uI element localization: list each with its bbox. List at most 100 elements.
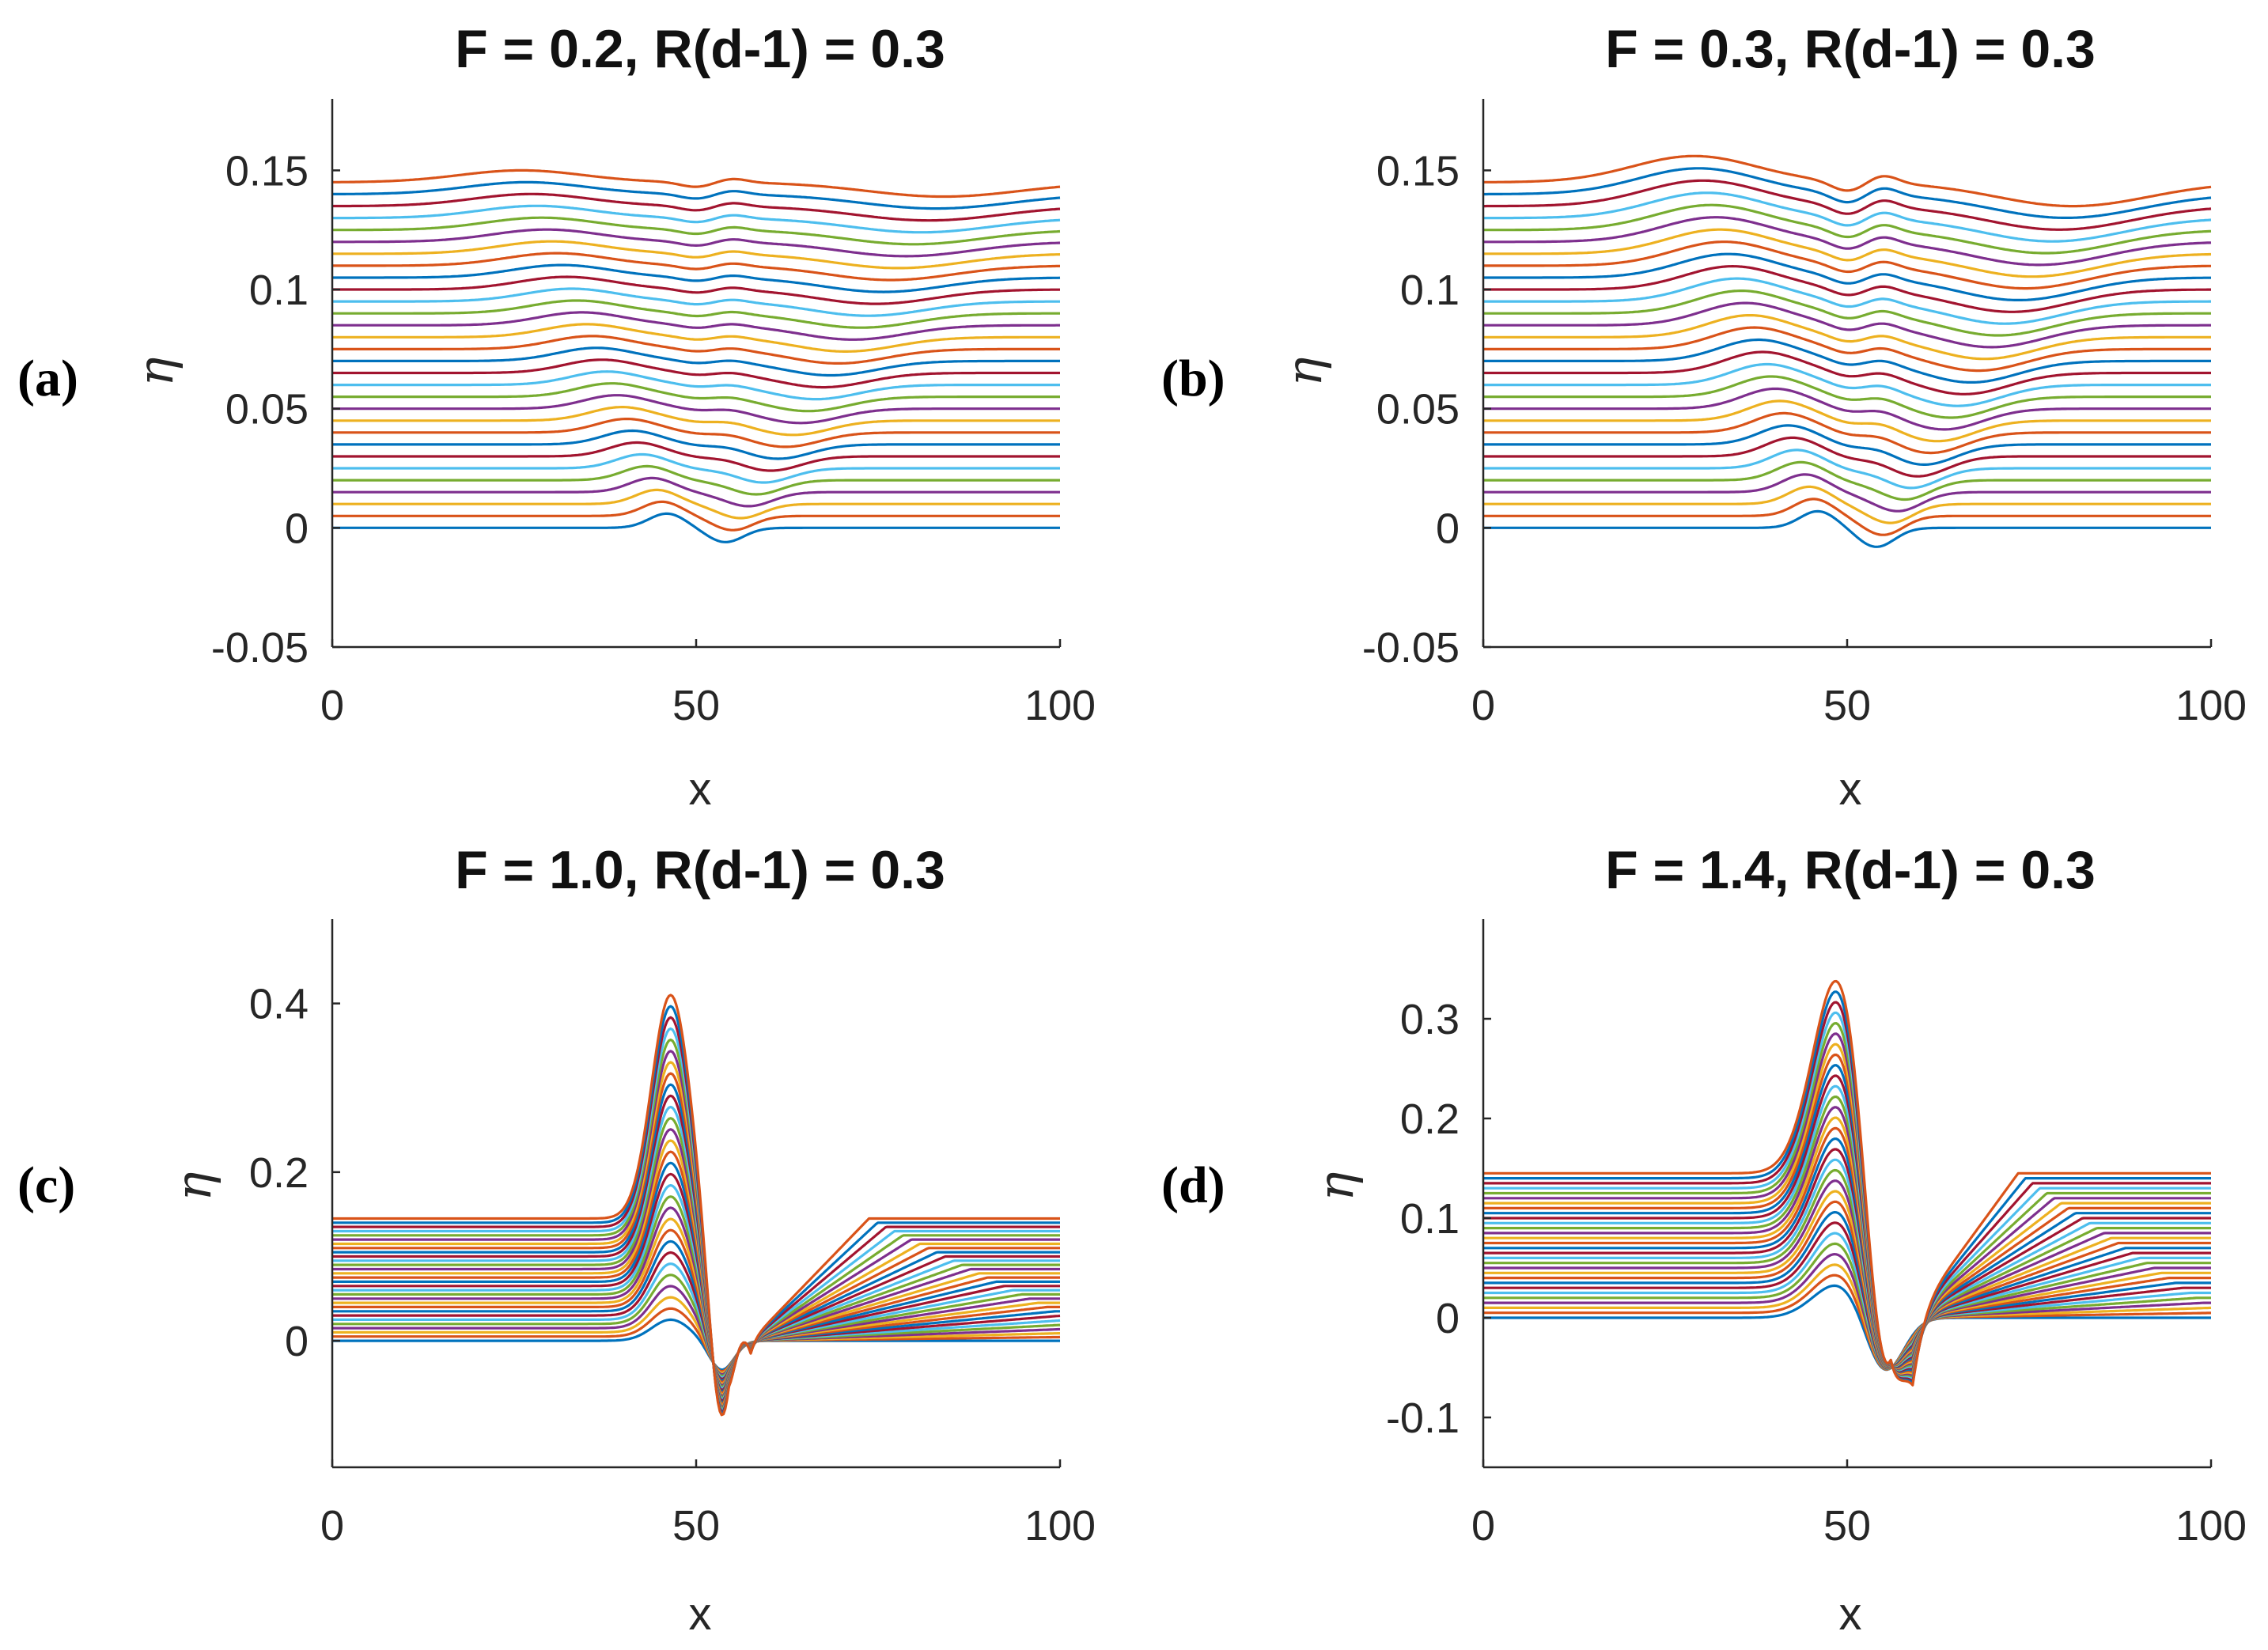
series-line (332, 180, 1061, 210)
series-line (1483, 179, 2212, 231)
series-line (332, 346, 1060, 377)
series-line (1483, 1095, 2211, 1373)
x-tick-label: 100 (1024, 1502, 1096, 1550)
x-tick-label: 0 (320, 1502, 344, 1550)
series-line (1483, 424, 2211, 467)
series-line (332, 335, 1060, 365)
series-line (332, 204, 1061, 234)
panel-title: F = 1.4, R(d-1) = 0.3 (1605, 840, 2096, 900)
y-tick-label: 0.2 (1400, 1096, 1460, 1143)
series-line (1483, 228, 2211, 278)
panel-c: F = 1.0, R(d-1) = 0.3 (c) η x 0 50 100 0 0.2… (17, 840, 1096, 1640)
series-line (1483, 399, 2211, 443)
series-line (1483, 290, 2211, 337)
y-axis-label: η (165, 1171, 222, 1201)
ticks: 0 50 100 -0.1 0 0.1 0.2 0.3 (1386, 996, 2247, 1550)
series-line (1483, 1137, 2211, 1371)
x-tick-label: 50 (672, 682, 720, 729)
series-line (1483, 1200, 2211, 1369)
y-tick-label: 0.15 (1376, 147, 1460, 195)
x-axis-label: x (1839, 763, 1862, 815)
series-line (1483, 460, 2211, 501)
ticks: 0 50 100 0 0.2 0.4 (249, 981, 1096, 1550)
series-line (332, 1318, 1060, 1372)
series-line (1483, 240, 2211, 290)
series-line (332, 1251, 1061, 1381)
y-tick-label: 0.3 (1400, 996, 1460, 1043)
series-line (332, 1239, 1060, 1383)
series-line (1483, 1011, 2211, 1382)
y-tick-label: -0.1 (1386, 1395, 1460, 1442)
y-tick-label: 0.05 (225, 386, 309, 433)
panel-label: (d) (1161, 1156, 1225, 1214)
x-axis-label: x (689, 763, 712, 815)
series-line (1483, 338, 2211, 384)
x-tick-label: 50 (1823, 682, 1871, 729)
y-tick-label: 0 (285, 505, 309, 552)
series-line (332, 1228, 1060, 1384)
series-line (332, 1296, 1060, 1375)
series-line (332, 405, 1060, 437)
curves (1483, 979, 2212, 1387)
y-tick-label: 0.2 (249, 1149, 309, 1197)
series-line (332, 452, 1060, 484)
series-line (332, 228, 1061, 258)
series-line (332, 488, 1060, 520)
y-tick-label: 0.4 (249, 981, 309, 1028)
x-axis-label: x (1839, 1588, 1862, 1640)
series-line (332, 1307, 1061, 1373)
series-line (1483, 1168, 2211, 1369)
series-line (332, 417, 1060, 448)
x-tick-label: 0 (1471, 682, 1495, 729)
series-line (1483, 498, 2211, 536)
panel-b: F = 0.3, R(d-1) = 0.3 (b) η x 0 50 100 -0.0… (1161, 19, 2247, 815)
series-line (332, 382, 1060, 413)
series-line (332, 168, 1061, 199)
series-line (1483, 448, 2211, 490)
series-line (332, 1217, 1060, 1386)
x-tick-label: 100 (1024, 682, 1096, 729)
panel-title: F = 1.0, R(d-1) = 0.3 (455, 840, 945, 900)
series-line (1483, 1084, 2211, 1373)
series-line (1483, 1158, 2211, 1369)
series-line (1483, 1252, 2211, 1371)
series-line (332, 429, 1060, 460)
y-axis-label: η (1275, 357, 1333, 386)
series-line (1483, 411, 2211, 455)
series-line (332, 323, 1060, 353)
curves (332, 993, 1061, 1417)
series-line (332, 1285, 1060, 1376)
series-line (332, 993, 1060, 1417)
x-tick-label: 0 (320, 682, 344, 729)
y-axis-label: η (1307, 1171, 1365, 1201)
y-tick-label: 0.05 (1376, 386, 1460, 433)
y-tick-label: 0 (285, 1318, 309, 1365)
series-line (332, 464, 1060, 496)
y-tick-label: 0 (1436, 505, 1460, 552)
series-line (1483, 252, 2211, 301)
series-line (1483, 1232, 2211, 1370)
series-line (1483, 990, 2211, 1385)
series-line (1483, 1148, 2211, 1370)
series-line (1483, 1242, 2211, 1371)
series-line (1483, 350, 2211, 395)
series-line (1482, 154, 2212, 208)
y-tick-label: -0.05 (211, 624, 309, 672)
series-line (1483, 436, 2211, 478)
series-line (1483, 191, 2212, 243)
series-line (332, 287, 1060, 317)
panel-a: F = 0.2, R(d-1) = 0.3 (a) η x 0 50 100 -0.0… (17, 19, 1096, 815)
series-line (332, 370, 1060, 401)
series-line (1483, 301, 2211, 349)
series-line (1483, 1043, 2211, 1376)
series-line (1483, 1032, 2211, 1379)
series-line (332, 299, 1060, 329)
x-tick-label: 100 (2175, 1502, 2247, 1550)
x-tick-label: 0 (1471, 1502, 1495, 1550)
series-line (332, 358, 1060, 389)
series-line (332, 252, 1060, 282)
x-tick-label: 100 (2175, 682, 2247, 729)
series-line (1483, 1273, 2211, 1371)
curves (1482, 154, 2212, 548)
series-line (1483, 314, 2211, 361)
